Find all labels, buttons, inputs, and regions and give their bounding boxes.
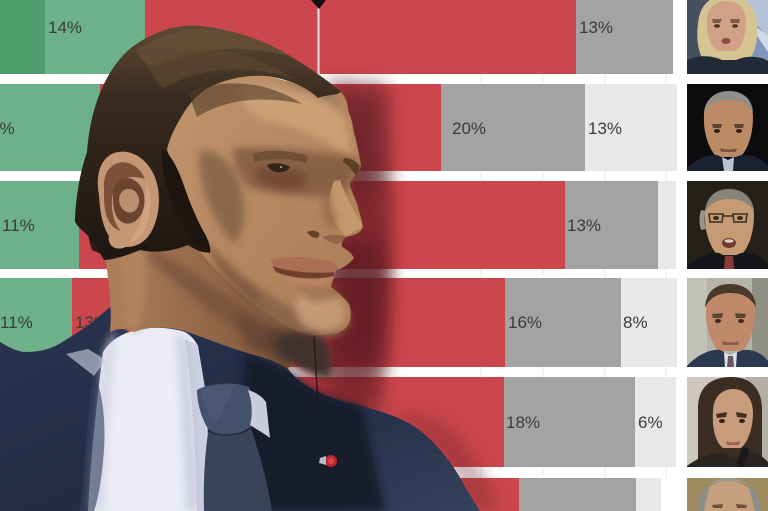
- svg-text:6%: 6%: [638, 413, 663, 432]
- svg-text:13%: 13%: [588, 119, 622, 138]
- svg-text:16%: 16%: [508, 313, 542, 332]
- svg-text:13%: 13%: [567, 216, 601, 235]
- svg-text:13%: 13%: [579, 18, 613, 37]
- svg-text:18%: 18%: [506, 413, 540, 432]
- svg-text:20%: 20%: [452, 119, 486, 138]
- svg-text:11%: 11%: [2, 216, 35, 235]
- svg-text:11%: 11%: [0, 313, 33, 332]
- svg-text:14%: 14%: [48, 18, 82, 37]
- svg-text:8%: 8%: [623, 313, 648, 332]
- svg-text:9%: 9%: [0, 119, 15, 138]
